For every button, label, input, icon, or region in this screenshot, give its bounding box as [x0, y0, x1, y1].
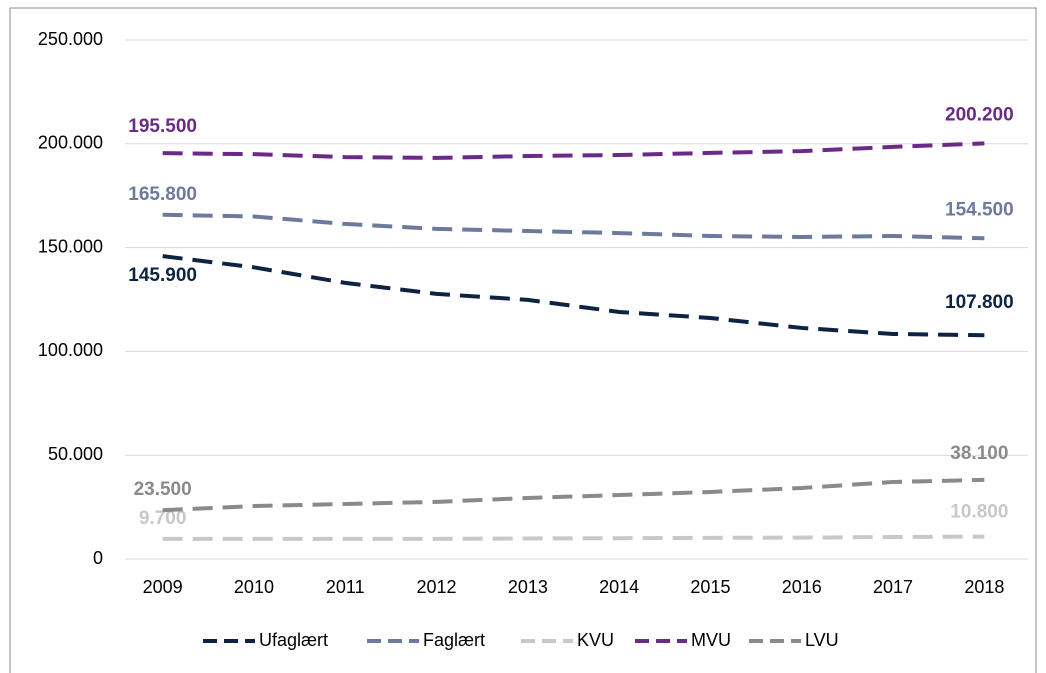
value-label: 145.900 [128, 265, 197, 286]
chart-frame [9, 7, 1037, 673]
value-label: 195.500 [128, 116, 197, 137]
x-tick-label: 2015 [690, 577, 730, 597]
y-tick-label: 50.000 [48, 444, 103, 464]
series-line [162, 254, 985, 338]
series-line [162, 477, 985, 513]
legend-label: MVU [691, 630, 731, 650]
legend-label: Faglært [423, 630, 485, 650]
y-tick-label: 200.000 [38, 133, 103, 153]
x-tick-label: 2016 [782, 577, 822, 597]
value-label: 154.500 [945, 199, 1014, 220]
legend-label: Ufaglært [259, 630, 328, 650]
value-label: 165.800 [128, 184, 197, 205]
series-line [162, 534, 985, 541]
legend-label: KVU [577, 630, 614, 650]
value-label: 38.100 [950, 443, 1008, 464]
x-tick-label: 2014 [599, 577, 639, 597]
y-tick-label: 100.000 [38, 340, 103, 360]
value-label: 200.200 [945, 104, 1014, 125]
value-label: 23.500 [134, 479, 192, 500]
value-label: 107.800 [945, 292, 1014, 313]
x-tick-label: 2010 [234, 577, 274, 597]
y-tick-label: 150.000 [38, 236, 103, 256]
value-label: 10.800 [950, 502, 1008, 523]
value-label: 9.700 [139, 508, 187, 529]
legend-label: LVU [805, 630, 839, 650]
x-tick-label: 2017 [873, 577, 913, 597]
x-tick-label: 2009 [143, 577, 183, 597]
x-tick-label: 2011 [326, 577, 365, 597]
x-tick-label: 2018 [964, 577, 1004, 597]
series-line [162, 212, 985, 241]
x-tick-label: 2013 [508, 577, 548, 597]
y-tick-label: 250.000 [38, 29, 103, 49]
x-tick-label: 2012 [417, 577, 457, 597]
y-tick-label: 0 [93, 548, 103, 568]
series-line [162, 141, 985, 160]
